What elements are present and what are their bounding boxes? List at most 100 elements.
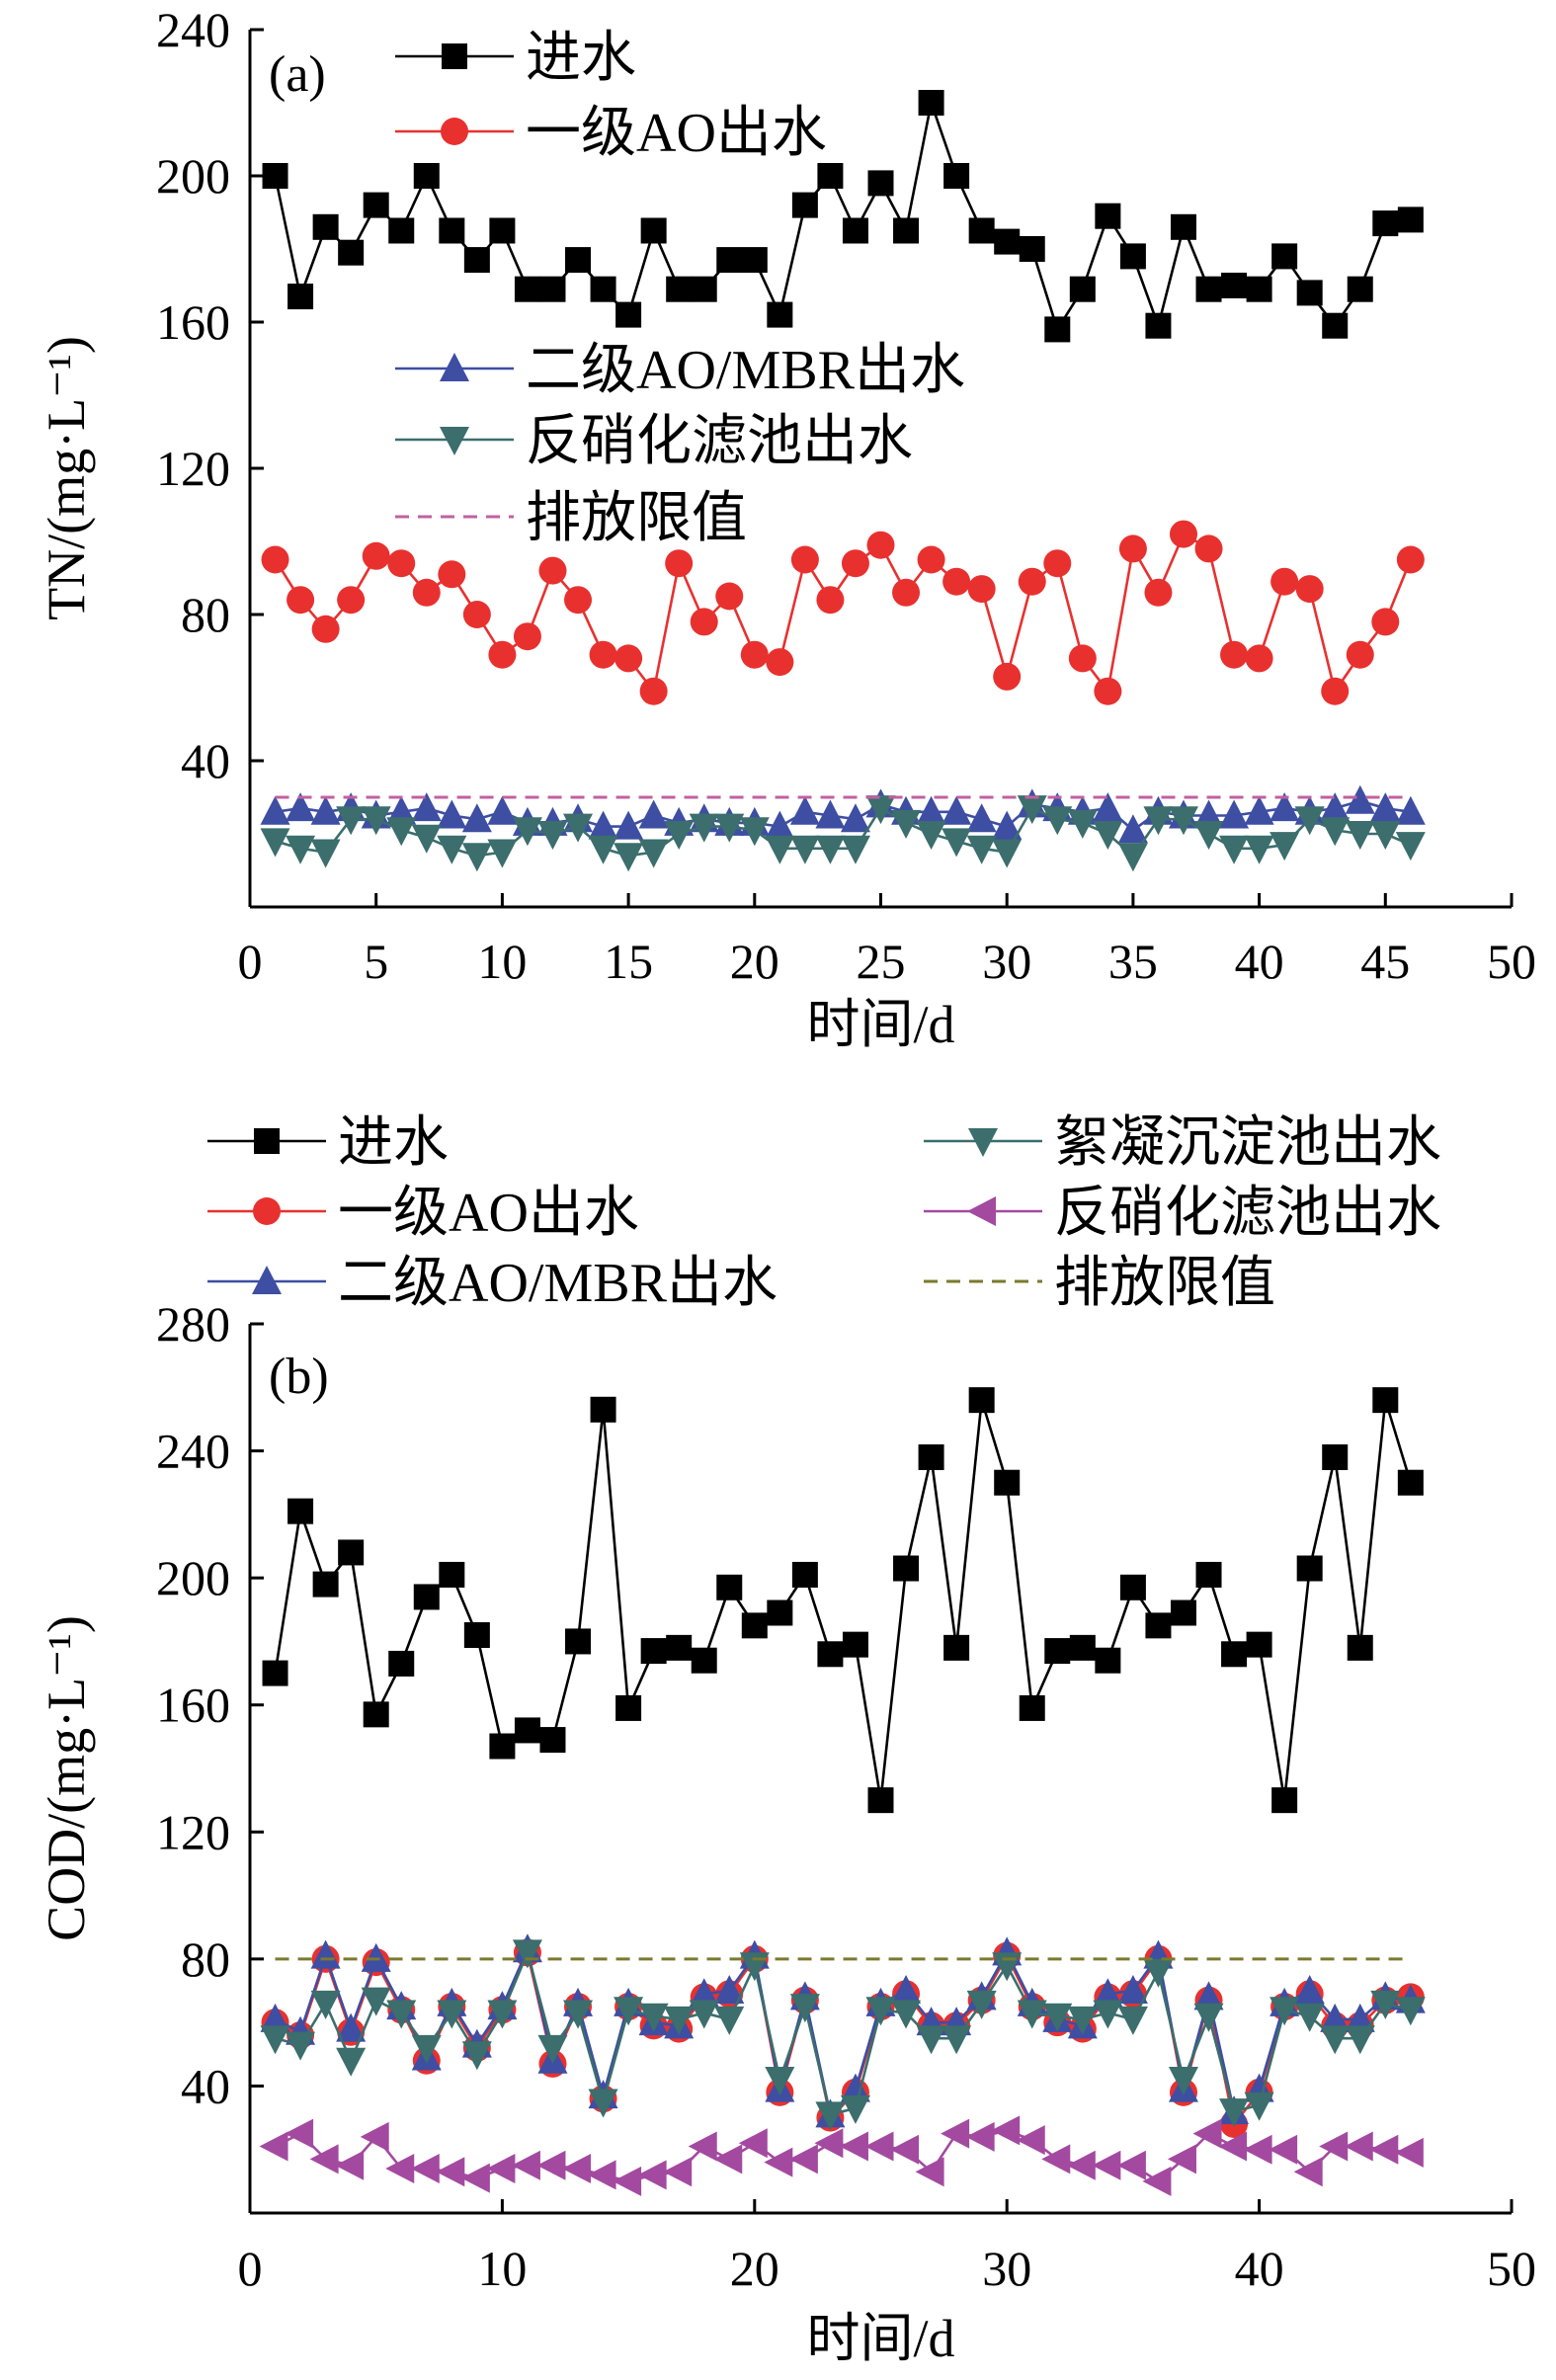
- data-point: [564, 586, 593, 615]
- data-point: [739, 817, 770, 847]
- data-point: [461, 2041, 492, 2071]
- data-point: [1092, 2150, 1121, 2180]
- data-point: [539, 276, 566, 302]
- data-point: [1095, 1647, 1121, 1674]
- legend-marker: [441, 118, 468, 145]
- legend-item: 反硝化滤池出水: [395, 411, 913, 472]
- data-point: [538, 556, 567, 585]
- data-point: [1371, 608, 1400, 636]
- data-point: [714, 2006, 745, 2035]
- data-point: [840, 2073, 870, 2102]
- data-point: [1271, 1787, 1298, 1814]
- data-point: [1294, 1975, 1325, 2004]
- data-point: [1347, 1634, 1373, 1661]
- data-point: [916, 795, 946, 825]
- data-point: [385, 2154, 415, 2183]
- y-tick-label: 40: [181, 2058, 230, 2113]
- data-point: [966, 1990, 997, 2019]
- data-point: [589, 640, 617, 669]
- y-tick-label: 80: [181, 1931, 230, 1987]
- data-point: [439, 1561, 465, 1588]
- data-point: [463, 1622, 490, 1648]
- x-tick-label: 50: [1487, 934, 1536, 989]
- data-point: [767, 1600, 793, 1626]
- data-point: [815, 835, 846, 864]
- data-point: [386, 2000, 417, 2029]
- data-point: [311, 615, 340, 643]
- data-point: [388, 1650, 415, 1677]
- data-point: [1347, 276, 1373, 302]
- data-point: [814, 2128, 844, 2159]
- legend-item: 进水: [207, 1112, 449, 1174]
- data-point: [1372, 210, 1399, 237]
- data-point: [840, 835, 870, 864]
- data-point: [942, 567, 971, 596]
- data-point: [590, 276, 616, 302]
- data-point: [915, 2157, 944, 2187]
- data-point: [866, 531, 895, 559]
- data-point: [966, 803, 997, 833]
- data-point: [1143, 1958, 1174, 1988]
- data-point: [817, 1641, 844, 1668]
- series-3: [260, 1939, 1426, 2131]
- data-point: [312, 1571, 339, 1598]
- x-tick-label: 15: [604, 934, 653, 989]
- data-point: [1067, 809, 1098, 839]
- data-point: [640, 1638, 667, 1665]
- x-tick-label: 40: [1235, 934, 1284, 989]
- data-point: [1117, 2006, 1148, 2035]
- data-point: [637, 2160, 667, 2190]
- data-point: [462, 601, 491, 628]
- data-point: [788, 2144, 818, 2175]
- data-point: [1295, 575, 1324, 604]
- data-point: [336, 2047, 367, 2077]
- data-point: [1117, 1975, 1148, 2004]
- data-point: [463, 247, 490, 274]
- data-point: [588, 2089, 618, 2118]
- data-point: [363, 192, 389, 218]
- data-point: [411, 824, 442, 854]
- y-axis-label: COD/(mg·L⁻¹): [37, 1615, 96, 1941]
- data-point: [917, 545, 945, 574]
- data-point: [1119, 243, 1146, 270]
- data-point: [614, 1997, 644, 2026]
- data-point: [663, 2157, 693, 2187]
- data-point: [514, 276, 540, 302]
- data-point: [587, 2160, 616, 2190]
- data-point: [286, 835, 316, 864]
- series-0: [262, 1387, 1424, 1814]
- data-point: [789, 795, 820, 825]
- data-point: [994, 228, 1021, 255]
- data-point: [338, 1539, 365, 1566]
- data-point: [942, 2025, 972, 2055]
- legend-item: 进水: [395, 28, 636, 89]
- data-point: [1041, 2144, 1071, 2175]
- data-point: [539, 1727, 566, 1754]
- data-point: [361, 1987, 391, 2016]
- x-tick-label: 50: [1487, 2241, 1536, 2296]
- data-point: [1016, 2125, 1045, 2156]
- data-point: [310, 839, 341, 868]
- data-point: [942, 795, 972, 825]
- data-point: [388, 217, 415, 244]
- data-point: [487, 795, 518, 825]
- data-point: [840, 803, 870, 833]
- data-point: [386, 817, 417, 847]
- data-point: [260, 2025, 290, 2055]
- series-1: [261, 520, 1425, 705]
- data-point: [1344, 2131, 1373, 2162]
- data-point: [765, 810, 795, 840]
- x-tick-label: 30: [982, 2241, 1031, 2296]
- data-point: [259, 2131, 288, 2162]
- data-point: [487, 839, 518, 868]
- data-point: [1067, 2006, 1098, 2035]
- legend-marker: [252, 1266, 282, 1294]
- data-point: [714, 1975, 745, 2004]
- y-tick-label: 240: [156, 2, 230, 57]
- data-point: [438, 560, 466, 589]
- data-point: [1246, 276, 1272, 302]
- data-point: [666, 1634, 693, 1661]
- data-point: [1068, 644, 1097, 673]
- x-tick-label: 35: [1108, 934, 1158, 989]
